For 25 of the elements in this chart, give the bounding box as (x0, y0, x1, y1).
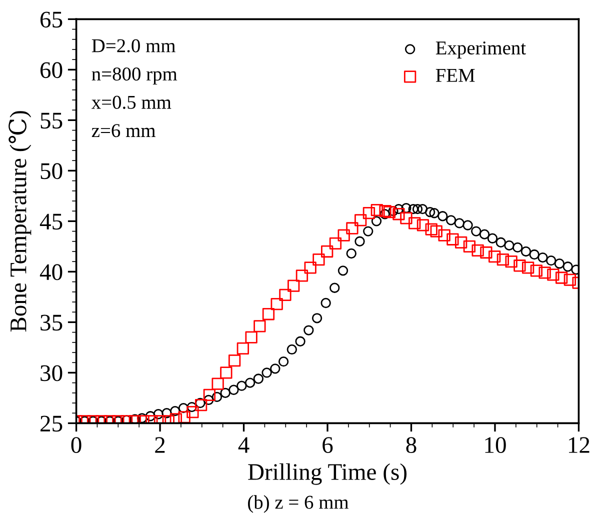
y-tick-label: 50 (40, 163, 62, 180)
x-tick-label: 12 (568, 437, 590, 453)
x-tick-label: 10 (485, 437, 506, 454)
y-axis-title: Bone Temperature (℃) (8, 111, 32, 332)
x-tick-label: 0 (71, 437, 82, 454)
annotation: x=0.5 mm (92, 96, 172, 109)
annotation: n=800 rpm (92, 67, 178, 85)
y-tick-label: 60 (40, 62, 62, 78)
x-tick-label: 6 (322, 437, 333, 454)
y-tick-label: 45 (40, 214, 62, 230)
y-tick-label: 65 (40, 12, 62, 28)
annotation: z=6 mm (92, 124, 156, 138)
x-tick-label: 2 (155, 437, 165, 453)
y-tick-label: 30 (40, 365, 62, 382)
legend-label: FEM (436, 69, 475, 82)
x-axis-title: Drilling Time (s) (248, 463, 406, 485)
y-tick-label: 40 (40, 264, 62, 280)
legend-label: Experiment (436, 41, 526, 58)
y-tick-label: 35 (40, 314, 62, 331)
x-tick-label: 4 (238, 437, 250, 453)
y-tick-label: 55 (40, 112, 62, 129)
text: (b) z = 6 mm (248, 495, 349, 513)
x-tick-label: 8 (406, 437, 416, 454)
annotation: D=2.0 mm (92, 39, 176, 52)
y-tick-label: 25 (40, 416, 62, 432)
